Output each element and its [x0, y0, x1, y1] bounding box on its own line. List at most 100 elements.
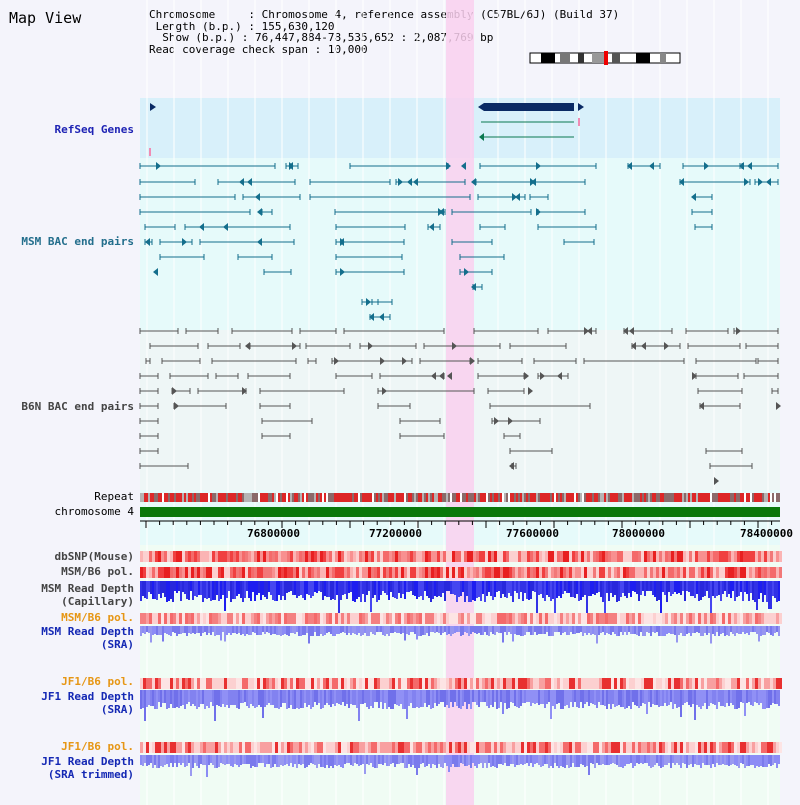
depth-bar — [698, 690, 700, 707]
track-label-b6n-bac[interactable]: B6N BAC end pairs — [21, 400, 134, 413]
heat-cell — [404, 678, 407, 689]
msm-b6-pol-track-2[interactable] — [140, 613, 782, 624]
depth-bar — [742, 690, 744, 703]
depth-bar — [560, 581, 562, 598]
heat-cell — [704, 678, 707, 689]
msm-bac-track[interactable] — [139, 162, 779, 321]
depth-bar — [686, 755, 688, 768]
heat-cell — [563, 678, 566, 689]
jf1-b6-pol-track-2[interactable] — [140, 742, 782, 753]
track-label-msm-depth-sra[interactable]: MSM Read Depth — [41, 625, 134, 638]
depth-bar — [550, 626, 552, 636]
selection-highlight[interactable] — [446, 0, 474, 805]
heat-cell — [194, 551, 197, 562]
depth-bar — [664, 755, 666, 765]
depth-bar — [546, 755, 548, 764]
heat-cell — [764, 742, 767, 753]
track-label-msm-bac[interactable]: MSM BAC end pairs — [21, 235, 134, 248]
repeat-block — [238, 493, 240, 502]
depth-bar — [726, 755, 728, 765]
bac-arrow — [540, 372, 545, 380]
heat-cell — [419, 567, 422, 578]
depth-bar — [254, 755, 256, 767]
heat-cell — [428, 742, 431, 753]
track-label-jf1-depth-sra[interactable]: JF1 Read Depth — [41, 690, 134, 703]
heat-cell — [554, 551, 557, 562]
depth-bar — [312, 690, 314, 707]
depth-bar — [776, 755, 778, 768]
heat-cell — [359, 551, 362, 562]
heat-cell — [320, 567, 323, 578]
heat-cell — [779, 551, 782, 562]
heat-cell — [599, 551, 602, 562]
depth-bar — [624, 626, 626, 632]
track-label-refseq[interactable]: RefSeq Genes — [54, 123, 134, 136]
depth-bar — [740, 626, 742, 634]
depth-bar — [688, 690, 690, 705]
heat-cell — [770, 613, 773, 624]
track-label-jf1-b6-pol-2[interactable]: JF1/B6 pol. — [61, 740, 134, 753]
heat-cell — [338, 742, 341, 753]
jf1-depth-trimmed-track[interactable] — [140, 755, 780, 777]
bac-arrow — [515, 193, 520, 201]
depth-bar — [508, 755, 510, 766]
repeat-block — [770, 493, 772, 502]
depth-bar — [610, 755, 612, 764]
msm-b6-pol-track[interactable] — [140, 567, 782, 578]
repeat-track[interactable] — [140, 493, 780, 502]
heat-cell — [392, 742, 395, 753]
refseq-gene[interactable] — [484, 103, 574, 111]
track-label-dbsnp[interactable]: dbSNP(Mouse) — [54, 550, 134, 563]
heat-cell — [365, 551, 368, 562]
heat-cell — [269, 742, 272, 753]
depth-bar — [516, 626, 518, 635]
track-label-msm-depth-cap[interactable]: MSM Read Depth — [41, 582, 134, 595]
heat-cell — [398, 567, 401, 578]
chromosome-ideogram[interactable] — [529, 51, 681, 65]
refseq-gene-track[interactable] — [149, 103, 584, 156]
depth-bar — [352, 755, 354, 766]
chromosome-bar[interactable] — [140, 507, 780, 517]
heat-cell — [575, 678, 578, 689]
depth-bar — [372, 581, 374, 598]
heat-cell — [506, 551, 509, 562]
depth-bar — [204, 626, 206, 632]
heat-cell — [605, 551, 608, 562]
track-label-chromosome[interactable]: chromosome 4 — [54, 505, 134, 518]
jf1-depth-sra-track[interactable] — [140, 690, 780, 721]
track-label-msm-b6-pol[interactable]: MSM/B6 pol. — [61, 565, 134, 578]
dbsnp-track[interactable] — [140, 551, 782, 562]
depth-bar — [482, 690, 484, 702]
depth-bar — [728, 626, 730, 636]
track-label-jf1-depth-trim[interactable]: JF1 Read Depth — [41, 755, 134, 768]
depth-bar — [510, 626, 512, 634]
depth-bar — [274, 690, 276, 708]
depth-bar — [192, 755, 194, 768]
jf1-b6-pol-track[interactable] — [140, 678, 782, 689]
heat-cell — [425, 567, 428, 578]
heat-cell — [275, 551, 278, 562]
depth-bar — [554, 690, 556, 709]
heat-cell — [410, 742, 413, 753]
repeat-block — [334, 493, 336, 502]
heat-cell — [617, 613, 620, 624]
heat-cell — [362, 678, 365, 689]
depth-bar — [200, 755, 202, 764]
depth-bar — [648, 626, 650, 633]
depth-bar — [770, 626, 772, 635]
heat-cell — [506, 613, 509, 624]
b6n-bac-track[interactable] — [139, 327, 781, 485]
depth-bar — [258, 626, 260, 635]
depth-bar — [178, 626, 180, 634]
repeat-block — [444, 493, 446, 502]
depth-bar — [292, 581, 294, 595]
heat-cell — [269, 567, 272, 578]
msm-depth-sra-track[interactable] — [140, 626, 780, 644]
track-label-msm-b6-pol-2[interactable]: MSM/B6 pol. — [61, 611, 134, 624]
depth-bar — [294, 755, 296, 764]
track-label-repeat[interactable]: Repeat — [94, 490, 134, 503]
track-label-jf1-b6-pol[interactable]: JF1/B6 pol. — [61, 675, 134, 688]
msm-depth-capillary-track[interactable] — [140, 581, 780, 620]
depth-bar — [448, 690, 450, 708]
